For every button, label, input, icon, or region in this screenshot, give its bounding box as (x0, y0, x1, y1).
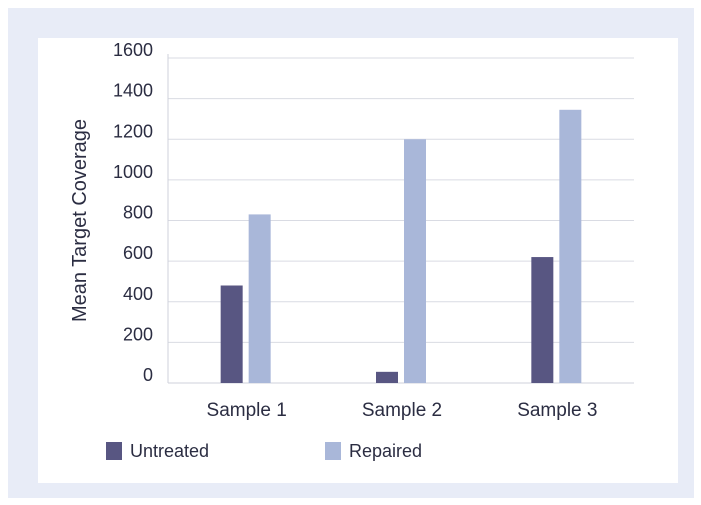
y-tick-label: 600 (123, 243, 153, 263)
bar-untreated-2 (376, 371, 398, 383)
gridlines (168, 57, 634, 343)
y-tick-label: 0 (143, 365, 153, 385)
bar-repaired-2 (404, 139, 426, 383)
bar-untreated-1 (220, 285, 243, 383)
y-tick-label: 1400 (113, 81, 153, 101)
y-tick-label: 800 (123, 203, 153, 223)
legend-swatch-repaired (325, 442, 341, 460)
bar-untreated-3 (531, 257, 554, 383)
y-tick-label: 1000 (113, 162, 153, 182)
axes (167, 54, 634, 384)
y-axis-label: Mean Target Coverage (69, 119, 91, 322)
bars (220, 109, 582, 383)
bar-repaired-3 (559, 109, 582, 383)
legend-label-repaired: Repaired (349, 441, 422, 461)
y-tick-label: 1600 (113, 40, 153, 60)
legend-label-untreated: Untreated (130, 441, 209, 461)
x-category-label: Sample 2 (362, 400, 442, 421)
y-tick-label: 400 (123, 284, 153, 304)
legend: Untreated Repaired (106, 441, 422, 461)
x-category-label: Sample 3 (517, 400, 597, 421)
x-category-label: Sample 1 (207, 400, 287, 421)
y-tick-label: 1200 (113, 121, 153, 141)
y-tick-labels: 0 200 400 600 800 1000 1200 1400 1600 (113, 40, 153, 385)
y-tick-label: 200 (123, 324, 153, 344)
x-category-labels: Sample 1 Sample 2 Sample 3 (207, 400, 598, 421)
bar-repaired-1 (248, 214, 271, 383)
legend-swatch-untreated (106, 442, 122, 460)
